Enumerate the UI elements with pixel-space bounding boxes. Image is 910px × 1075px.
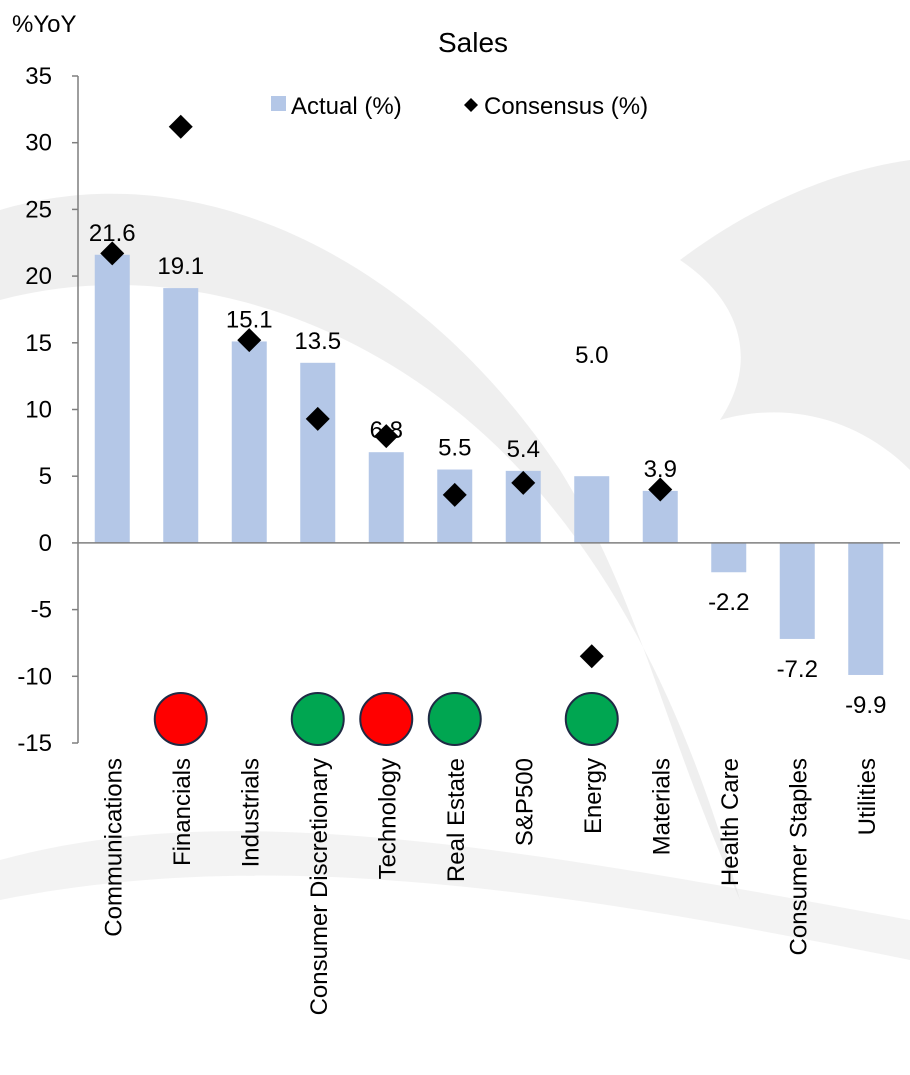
- bar-consumer-discretionary: [300, 362, 336, 543]
- consensus-marker-energy: [579, 644, 604, 669]
- y-tick-label: 20: [25, 263, 52, 290]
- bar-communications: [94, 254, 130, 543]
- x-label-industrials: Industrials: [237, 758, 264, 867]
- legend: Actual (%) Consensus (%): [271, 93, 648, 120]
- consensus-markers: [100, 114, 673, 669]
- y-tick-label: 0: [39, 530, 52, 557]
- x-label-health-care: Health Care: [717, 758, 744, 886]
- y-tick-label: 25: [25, 196, 52, 223]
- indicator-miss-technology: [359, 692, 414, 746]
- y-tick-label: -10: [17, 663, 52, 690]
- indicator-beat-energy: [564, 692, 619, 746]
- y-tick-label: 35: [25, 63, 52, 90]
- bar-label-financials: 19.1: [157, 253, 204, 280]
- x-label-real-estate: Real Estate: [443, 758, 470, 882]
- bar-consumer-staples: [779, 542, 815, 639]
- indicator-beat-real-estate: [427, 692, 482, 746]
- consensus-marker-communications: [100, 241, 125, 266]
- bar-industrials: [231, 341, 267, 543]
- consensus-marker-consumer-discretionary: [305, 406, 330, 431]
- consensus-marker-real-estate: [442, 482, 467, 507]
- bar-label-health-care: -2.2: [708, 589, 749, 616]
- y-axis-ticks: 35 30 25 20 15 10 5 0 -5 -10 -15: [17, 63, 78, 757]
- y-tick-label: -5: [31, 597, 52, 624]
- bar-utilities: [848, 542, 884, 675]
- legend-swatch-consensus: [464, 98, 478, 112]
- x-label-communications: Communications: [100, 758, 127, 937]
- watermark-swoosh: [0, 193, 740, 900]
- consensus-marker-financials: [168, 114, 193, 139]
- bar-label-consumer-discretionary: 13.5: [294, 328, 341, 355]
- consensus-marker-technology: [374, 424, 399, 449]
- beat-miss-indicators: [153, 692, 619, 746]
- watermark-swoosh: [0, 831, 910, 960]
- chart-title: Sales: [438, 27, 508, 58]
- bar-label-energy: 5.0: [575, 342, 608, 369]
- bar-financials: [163, 288, 199, 543]
- y-tick-label: 5: [39, 463, 52, 490]
- legend-label-consensus: Consensus (%): [484, 93, 648, 120]
- y-tick-label: 10: [25, 397, 52, 424]
- x-label-materials: Materials: [648, 758, 675, 855]
- bar-health-care: [711, 542, 747, 573]
- x-label-energy: Energy: [580, 758, 607, 834]
- y-tick-label: 15: [25, 330, 52, 357]
- bar-label-utilities: -9.9: [845, 692, 886, 719]
- x-label-consumer-staples: Consumer Staples: [785, 758, 812, 955]
- indicator-beat-consumer-discretionary: [290, 692, 345, 746]
- x-label-financials: Financials: [169, 758, 196, 866]
- bar-series-actual: [94, 254, 884, 675]
- bar-label-real-estate: 5.5: [438, 435, 471, 462]
- background-watermark: [0, 160, 910, 960]
- consensus-marker-industrials: [237, 328, 262, 353]
- bar-label-sp500: 5.4: [507, 436, 540, 463]
- x-label-consumer-discretionary: Consumer Discretionary: [306, 758, 333, 1015]
- consensus-marker-sp500: [511, 470, 536, 495]
- x-axis-category-labels: Communications Financials Industrials Consu…: [100, 758, 881, 1015]
- bar-label-consumer-staples: -7.2: [777, 656, 818, 683]
- x-label-sp500: S&P500: [511, 758, 538, 846]
- bar-data-labels: 21.619.115.113.56.85.55.45.03.9-2.2-7.2-…: [89, 220, 887, 719]
- legend-label-actual: Actual (%): [291, 93, 402, 120]
- bar-technology: [368, 452, 404, 543]
- x-label-technology: Technology: [374, 758, 401, 879]
- y-tick-label: -15: [17, 730, 52, 757]
- bar-energy: [574, 476, 610, 543]
- y-tick-label: 30: [25, 130, 52, 157]
- legend-swatch-actual: [271, 96, 286, 111]
- indicator-miss-financials: [153, 692, 208, 746]
- watermark-swoosh: [680, 160, 910, 470]
- y-axis-unit-label: %YoY: [12, 11, 77, 38]
- x-label-utilities: Utilities: [854, 758, 881, 835]
- consensus-marker-materials: [648, 477, 673, 502]
